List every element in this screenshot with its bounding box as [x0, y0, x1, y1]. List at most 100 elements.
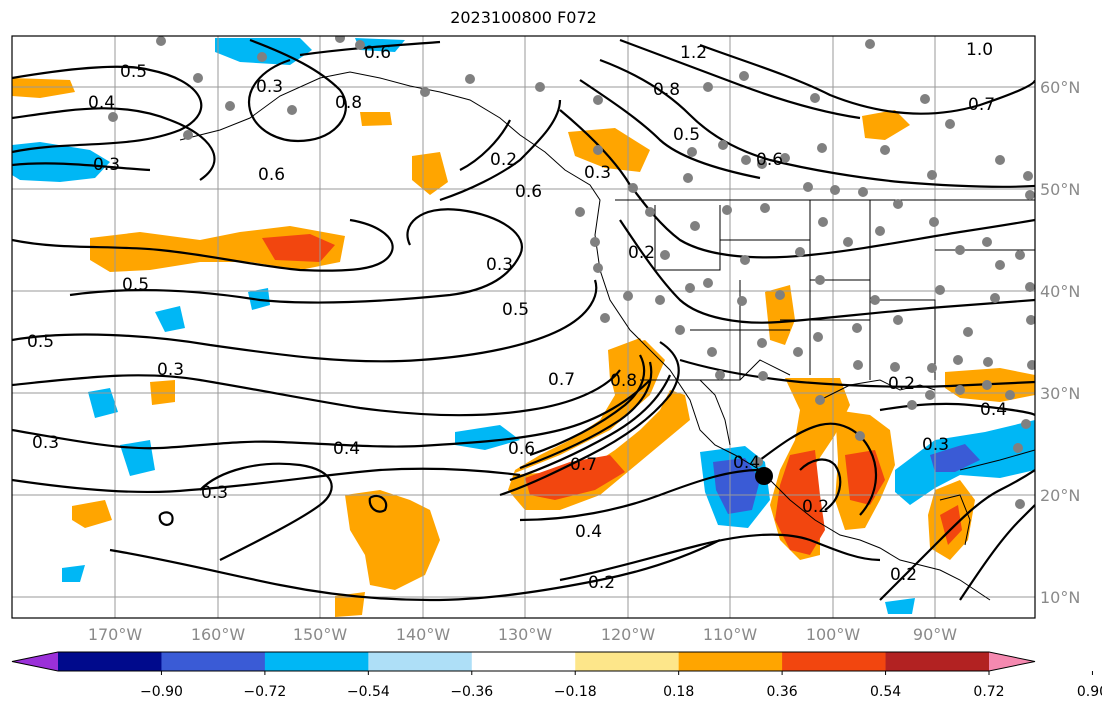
contour-label: 0.2 — [890, 565, 917, 585]
colorbar-extend-min — [12, 652, 58, 671]
lon-label: 170°W — [88, 625, 143, 644]
positive-area — [775, 450, 825, 555]
contour-label: 0.3 — [201, 483, 228, 503]
lon-label: 140°W — [396, 625, 451, 644]
lon-label: 120°W — [601, 625, 656, 644]
contour-label: 0.3 — [584, 163, 611, 183]
positive-area — [335, 592, 365, 617]
contour-label: 0.6 — [364, 43, 391, 63]
positive-area — [508, 340, 690, 510]
contour-label: 0.4 — [733, 453, 760, 473]
contour-label: 0.2 — [490, 150, 517, 170]
contour-label: 0.6 — [508, 439, 535, 459]
colorbar-tick-label: −0.18 — [554, 684, 597, 700]
contour-label: 0.4 — [980, 400, 1007, 420]
colorbar-tick-label: 0.18 — [663, 684, 694, 700]
colorbar-tick-label: −0.36 — [450, 684, 493, 700]
contour-label: 0.5 — [27, 332, 54, 352]
lon-label: 130°W — [498, 625, 553, 644]
negative-area — [930, 444, 980, 472]
colorbar-segment — [575, 652, 680, 671]
negative-area — [885, 598, 915, 614]
colorbar-tick-label: 0.36 — [767, 684, 798, 700]
colorbar-extend-max — [989, 652, 1035, 671]
contour-label: 0.3 — [157, 360, 184, 380]
contour-label: 0.6 — [258, 165, 285, 185]
contour-label: 0.5 — [673, 125, 700, 145]
colorbar-segment — [885, 652, 990, 671]
colorbar-outline — [11, 651, 1036, 672]
contour-label: 0.6 — [756, 150, 783, 170]
contour-lines — [12, 38, 1035, 602]
negative-area — [455, 425, 520, 450]
negative-area — [62, 565, 85, 582]
colorbar: −0.90 −0.72 −0.54 −0.36 −0.18 0.18 0.36 0.54 0.7… — [11, 651, 1102, 700]
contour-label: 0.8 — [335, 93, 362, 113]
colorbar-segment — [368, 652, 473, 671]
contour-label: 0.4 — [333, 439, 360, 459]
positive-area — [412, 152, 448, 195]
graticule — [12, 36, 1035, 618]
coastlines — [179, 71, 1035, 601]
lon-label: 150°W — [293, 625, 348, 644]
colorbar-segment — [471, 652, 576, 671]
lon-axis: 170°W 160°W 150°W 140°W 130°W 120°W 110°… — [88, 625, 957, 644]
positive-area — [525, 455, 625, 500]
contour-label: 0.7 — [548, 370, 575, 390]
lat-label: 40°N — [1040, 282, 1080, 301]
highlight-marker — [755, 467, 773, 485]
contour-label: 0.2 — [802, 497, 829, 517]
negative-area — [12, 142, 110, 182]
colorbar-tick-label: −0.54 — [347, 684, 390, 700]
contour-label: 0.3 — [486, 255, 513, 275]
contour-label: 0.2 — [628, 243, 655, 263]
station-markers — [108, 36, 1035, 509]
contour-label: 0.3 — [922, 435, 949, 455]
contour-label: 0.2 — [888, 374, 915, 394]
map-title: 2023100800 F072 — [450, 8, 597, 27]
positive-area — [262, 234, 335, 262]
map-border — [11, 35, 1036, 619]
colorbar-segment — [161, 652, 266, 671]
positive-area — [12, 78, 75, 98]
contour-label: 0.7 — [570, 455, 597, 475]
colorbar-tick-label: 0.54 — [870, 684, 901, 700]
lon-label: 160°W — [191, 625, 246, 644]
negative-area — [215, 38, 312, 65]
negative-area — [88, 388, 118, 418]
positive-area — [862, 110, 910, 140]
colorbar-tick-label: 0.90 — [1077, 684, 1102, 700]
contour-label: 0.5 — [120, 62, 147, 82]
contour-label: 0.5 — [502, 300, 529, 320]
colorbar-segment — [264, 652, 369, 671]
lat-label: 60°N — [1040, 78, 1080, 97]
lat-label: 20°N — [1040, 486, 1080, 505]
contour-label: 0.3 — [32, 433, 59, 453]
negative-area — [155, 306, 185, 332]
contour-label: 0.2 — [588, 573, 615, 593]
contour-label: 0.5 — [122, 275, 149, 295]
contour-label-layer: 0.5 0.4 0.3 0.6 0.8 0.3 0.6 0.5 0.3 0.5 … — [27, 40, 1007, 593]
lat-label: 30°N — [1040, 384, 1080, 403]
contour-label: 0.8 — [610, 371, 637, 391]
colorbar-segment — [678, 652, 783, 671]
colorbar-segment — [58, 652, 162, 671]
colorbar-tick-label: −0.72 — [243, 684, 286, 700]
colorbar-tick-label: −0.90 — [140, 684, 183, 700]
positive-area — [360, 112, 392, 126]
contour-label: 1.0 — [966, 40, 993, 60]
contour-label: 0.4 — [88, 93, 115, 113]
positive-area — [72, 500, 112, 528]
contour-label: 0.3 — [256, 77, 283, 97]
positive-area — [345, 490, 440, 590]
lat-label: 50°N — [1040, 180, 1080, 199]
contour-label: 0.7 — [968, 95, 995, 115]
lat-label: 10°N — [1040, 588, 1080, 607]
negative-area — [713, 458, 760, 514]
lon-label: 90°W — [913, 625, 957, 644]
contour-label: 0.6 — [515, 182, 542, 202]
colorbar-tick-label: 0.72 — [973, 684, 1004, 700]
positive-area — [568, 128, 650, 172]
lon-label: 100°W — [806, 625, 861, 644]
